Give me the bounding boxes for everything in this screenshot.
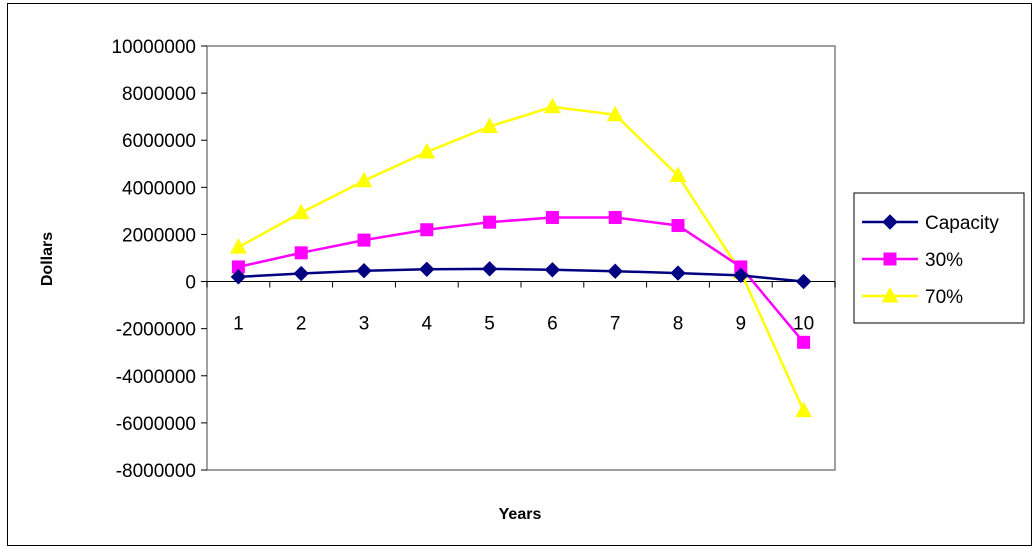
x-tick-label: 5: [484, 314, 495, 335]
legend-marker: [883, 252, 897, 266]
series-layer: [230, 97, 812, 418]
y-axis-tick-labels: 10000000 8000000 6000000 4000000 2000000 0 -20…: [111, 37, 207, 482]
data-point-30: [294, 246, 308, 260]
x-tick-label: 2: [296, 314, 307, 335]
y-tick-label: 6000000: [122, 131, 196, 152]
series-capacity: [230, 261, 812, 290]
data-point-70: [606, 105, 624, 122]
legend-label: 70%: [925, 287, 963, 308]
y-tick-label: -4000000: [116, 367, 196, 388]
data-point-70: [230, 238, 247, 254]
x-tick-label: 8: [673, 314, 684, 335]
data-point-capacity: [230, 269, 247, 285]
y-tick-label: 4000000: [122, 178, 196, 199]
series-70: [230, 97, 812, 418]
y-tick-label: 2000000: [122, 225, 196, 246]
data-point-70: [481, 117, 498, 134]
series-line-30: [238, 216, 805, 344]
data-point-70: [355, 171, 373, 188]
data-point-capacity: [481, 261, 498, 277]
data-point-capacity: [356, 263, 372, 279]
legend: Capacity 30% 70%: [853, 192, 1025, 324]
y-tick-label: 10000000: [111, 37, 196, 58]
x-axis-title: Years: [499, 506, 542, 523]
x-tick-label: 3: [359, 314, 370, 335]
y-tick-label: -2000000: [116, 320, 196, 341]
data-point-capacity: [544, 262, 561, 278]
data-point-70: [669, 166, 687, 183]
data-point-capacity: [293, 265, 309, 282]
data-point-30: [608, 210, 622, 224]
data-point-30: [545, 210, 559, 224]
y-tick-label: 8000000: [122, 84, 196, 105]
series-line-capacity: [238, 267, 804, 283]
data-point-30: [671, 218, 685, 232]
legend-label: 30%: [925, 250, 963, 271]
data-point-70: [795, 401, 812, 418]
data-point-70: [544, 97, 561, 114]
data-point-30: [357, 233, 371, 247]
x-tick-label: 4: [422, 314, 433, 335]
x-tick-label: 7: [610, 314, 621, 335]
data-point-30: [483, 215, 497, 229]
y-tick-label: 0: [185, 273, 196, 294]
data-point-70: [418, 142, 436, 159]
data-point-70: [292, 203, 310, 220]
data-point-capacity: [419, 261, 435, 278]
y-tick-label: -6000000: [116, 414, 196, 435]
legend-marker: [881, 286, 899, 303]
x-tick-label: 9: [736, 314, 747, 335]
x-axis-tick-labels: 1 2 3 4 5 6 7 8 9 10: [206, 281, 836, 335]
x-tick-label: 6: [547, 314, 558, 335]
data-point-capacity: [795, 273, 812, 290]
x-tick-label: 10: [793, 314, 814, 335]
y-tick-label: -8000000: [116, 461, 196, 482]
data-point-capacity: [733, 267, 749, 284]
series-line-70: [237, 105, 805, 412]
legend-marker: [882, 214, 898, 230]
data-point-30: [420, 223, 434, 237]
legend-entry-capacity: Capacity: [862, 213, 999, 234]
x-tick-label: 1: [233, 314, 244, 335]
legend-entry-70: 70%: [862, 286, 963, 308]
legend-entry-30: 30%: [862, 250, 963, 271]
legend-label: Capacity: [925, 213, 999, 234]
data-point-capacity: [670, 265, 686, 281]
y-axis-title: Dollars: [39, 232, 56, 286]
data-point-30: [797, 335, 811, 349]
data-point-capacity: [607, 263, 623, 279]
